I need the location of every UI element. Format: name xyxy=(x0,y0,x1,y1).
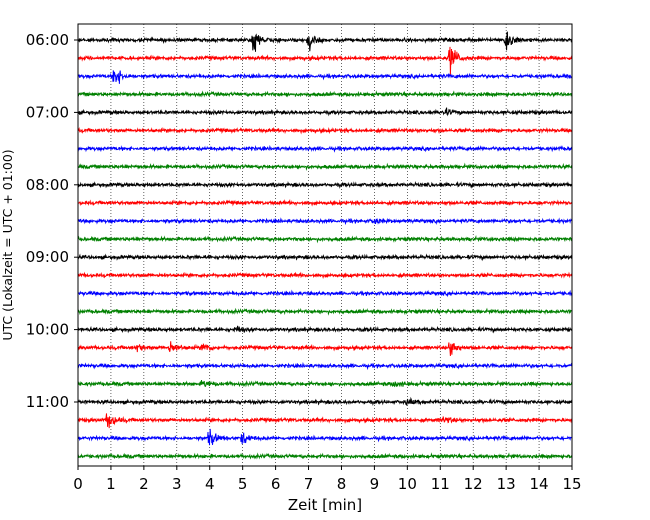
trace-1145 xyxy=(77,452,573,461)
trace-0700 xyxy=(77,107,573,117)
trace-0745 xyxy=(77,162,573,171)
trace-0930 xyxy=(77,289,573,298)
x-tick-label: 11 xyxy=(431,475,450,493)
x-tick-label: 15 xyxy=(562,475,581,493)
y-axis-ticks: 06:00 07:00 08:00 09:00 10:00 11:00 xyxy=(26,31,78,411)
trace-0900 xyxy=(77,253,573,262)
trace-0830 xyxy=(77,217,573,226)
trace-1130 xyxy=(77,428,573,446)
trace-1015 xyxy=(77,341,573,357)
plot-frame xyxy=(77,23,573,467)
trace-0945 xyxy=(77,307,573,316)
x-tick-label: 9 xyxy=(370,475,380,493)
trace-0730 xyxy=(77,144,573,153)
trace-0815 xyxy=(77,198,573,207)
y-tick-label: 09:00 xyxy=(26,248,69,266)
y-tick-label: 08:00 xyxy=(26,176,69,194)
x-tick-label: 6 xyxy=(271,475,281,493)
trace-1030 xyxy=(77,361,573,371)
x-tick-label: 0 xyxy=(73,475,83,493)
trace-0630 xyxy=(77,70,573,84)
x-axis-ticks: 0 1 2 3 4 5 6 7 8 9 10 11 12 13 14 15 xyxy=(73,466,582,493)
x-tick-label: 2 xyxy=(139,475,149,493)
y-axis-label: UTC (Lokalzeit = UTC + 01:00) xyxy=(0,149,15,340)
trace-1045 xyxy=(77,379,573,388)
x-tick-label: 14 xyxy=(530,475,549,493)
x-tick-label: 7 xyxy=(304,475,314,493)
x-tick-label: 8 xyxy=(337,475,347,493)
trace-0645 xyxy=(77,90,573,98)
trace-1000 xyxy=(77,325,573,334)
x-tick-label: 1 xyxy=(106,475,116,493)
x-tick-label: 4 xyxy=(205,475,215,493)
x-tick-label: 5 xyxy=(238,475,248,493)
trace-0915 xyxy=(77,271,573,280)
trace-0600 xyxy=(77,31,573,52)
y-tick-label: 11:00 xyxy=(26,393,69,411)
trace-1100 xyxy=(77,396,573,407)
y-tick-label: 10:00 xyxy=(26,321,69,339)
trace-1115 xyxy=(77,413,573,429)
trace-0615 xyxy=(77,46,573,76)
x-tick-label: 10 xyxy=(398,475,417,493)
x-tick-label: 13 xyxy=(497,475,516,493)
y-tick-label: 07:00 xyxy=(26,103,69,121)
x-axis-label: Zeit [min] xyxy=(288,496,362,514)
trace-0800 xyxy=(77,181,573,189)
seismogram-traces xyxy=(77,31,573,461)
x-tick-label: 12 xyxy=(464,475,483,493)
trace-0845 xyxy=(77,235,573,244)
x-tick-label: 3 xyxy=(172,475,182,493)
trace-0715 xyxy=(77,126,573,135)
y-tick-label: 06:00 xyxy=(26,31,69,49)
